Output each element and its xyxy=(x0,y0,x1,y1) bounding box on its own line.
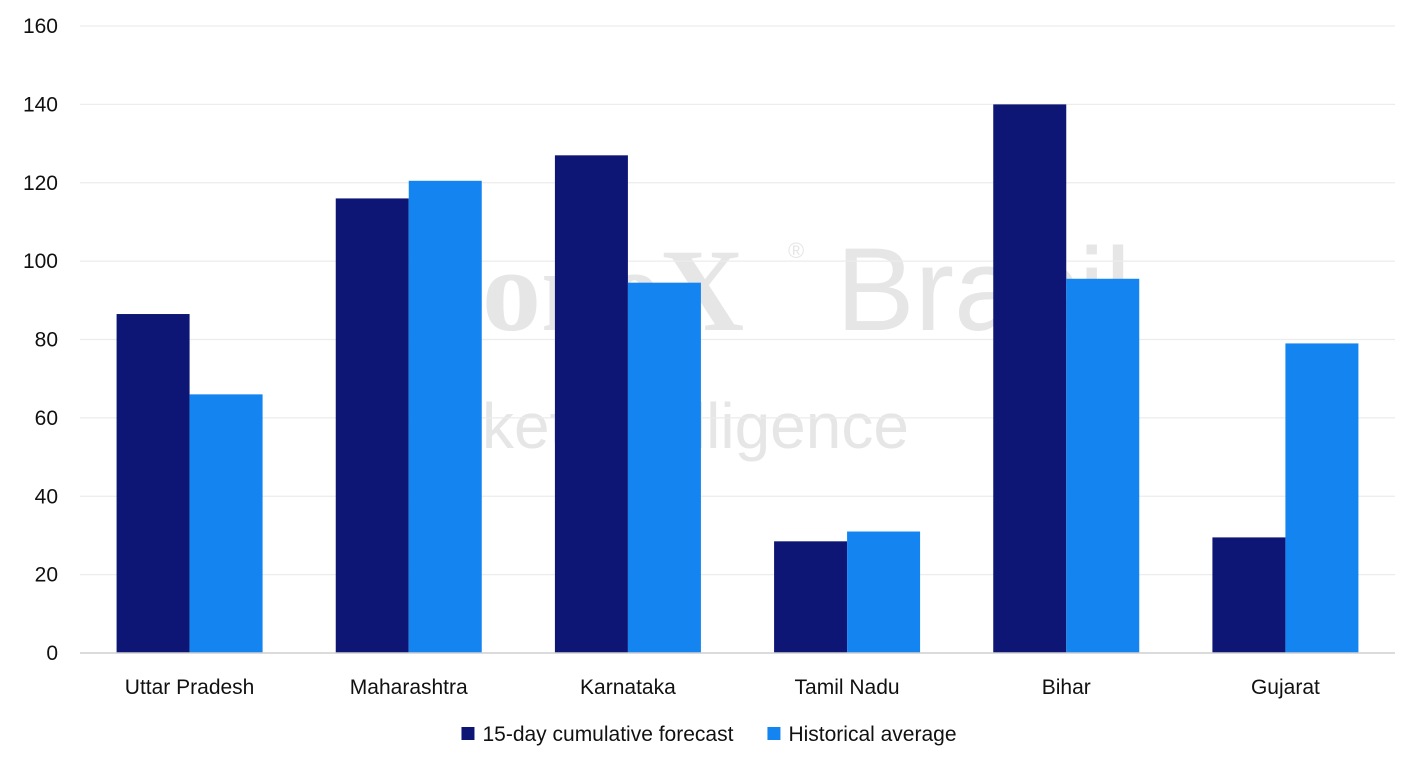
gridlines xyxy=(80,25,1395,576)
bar-historical-bihar xyxy=(1066,278,1140,653)
watermark-registered-mark: ® xyxy=(788,238,804,263)
bar-forecast-uttar-pradesh xyxy=(116,314,190,653)
bar-historical-uttar-pradesh xyxy=(189,394,263,653)
bar-forecast-karnataka xyxy=(554,155,628,653)
y-tick-label: 160 xyxy=(23,15,58,38)
bar-forecast-gujarat xyxy=(1212,537,1286,653)
y-tick-label: 40 xyxy=(35,485,58,508)
bar-historical-gujarat xyxy=(1285,343,1359,653)
bar-forecast-maharashtra xyxy=(335,198,409,654)
bar-forecast-bihar xyxy=(993,104,1067,653)
y-tick-label: 140 xyxy=(23,93,58,116)
y-tick-label: 80 xyxy=(35,329,58,352)
legend-label: Historical average xyxy=(788,723,956,746)
x-tick-label: Uttar Pradesh xyxy=(125,676,255,699)
x-tick-label: Karnataka xyxy=(580,676,676,699)
x-axis-categories: Uttar Pradesh Maharashtra Karnataka Tamil N… xyxy=(125,676,1320,699)
legend: 15-day cumulative forecast Historical ave… xyxy=(461,723,957,746)
y-tick-label: 60 xyxy=(35,407,58,430)
bars xyxy=(116,104,1359,654)
y-tick-label: 120 xyxy=(23,172,58,195)
y-tick-label: 0 xyxy=(46,642,58,665)
bar-historical-tamil-nadu xyxy=(847,531,921,653)
y-tick-label: 20 xyxy=(35,564,58,587)
legend-swatch xyxy=(461,727,475,740)
bar-historical-maharashtra xyxy=(408,180,482,653)
y-tick-label: 100 xyxy=(23,250,58,273)
x-tick-label: Bihar xyxy=(1042,676,1091,699)
x-tick-label: Tamil Nadu xyxy=(795,676,900,699)
x-tick-label: Maharashtra xyxy=(350,676,468,699)
bar-forecast-tamil-nadu xyxy=(774,541,848,653)
legend-swatch xyxy=(767,727,781,740)
x-tick-label: Gujarat xyxy=(1251,676,1320,699)
y-axis-ticks: 0 20 40 60 80 100 120 140 160 xyxy=(23,15,58,665)
bar-historical-karnataka xyxy=(627,282,701,653)
legend-label: 15-day cumulative forecast xyxy=(482,723,733,746)
